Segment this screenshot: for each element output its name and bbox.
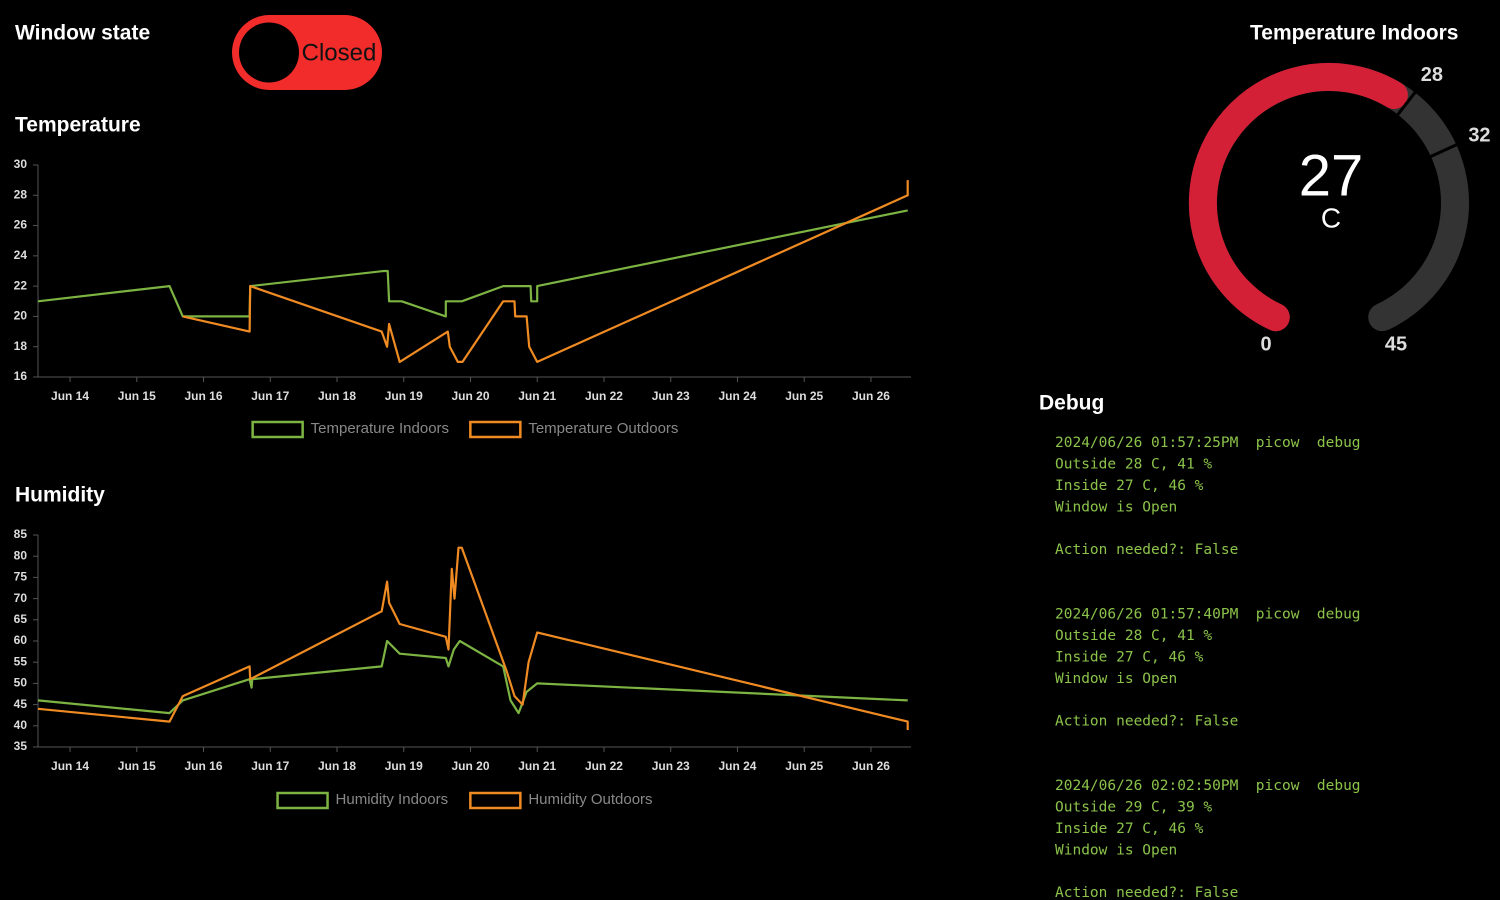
debug-line: Window is Open <box>1055 671 1177 687</box>
y-tick-label: 22 <box>14 278 28 292</box>
series-line <box>37 639 908 715</box>
toggle-knob[interactable] <box>239 22 299 83</box>
x-tick-label: Jun 14 <box>51 389 89 403</box>
x-tick-label: Jun 26 <box>852 389 890 403</box>
x-tick-label: Jun 16 <box>185 389 223 403</box>
legend-swatch <box>469 420 522 439</box>
x-tick-label: Jun 19 <box>385 759 423 773</box>
y-tick-label: 26 <box>14 218 28 232</box>
x-tick-label: Jun 15 <box>118 389 156 403</box>
legend-label: Humidity Indoors <box>336 791 449 808</box>
gauge-segment <box>1395 90 1417 117</box>
y-tick-label: 45 <box>14 697 28 711</box>
x-tick-label: Jun 23 <box>652 389 690 403</box>
gauge-value <box>1188 62 1408 332</box>
y-tick-label: 28 <box>14 187 28 201</box>
y-tick-label: 70 <box>14 591 28 605</box>
window-state-label: Window state <box>15 22 150 45</box>
legend-label: Temperature Indoors <box>311 420 449 437</box>
legend-swatch <box>469 791 522 810</box>
gauge-segment <box>1429 143 1458 159</box>
series-line <box>182 180 909 363</box>
y-tick-label: 55 <box>14 654 28 668</box>
gauge-min-label: 0 <box>1260 333 1271 355</box>
debug-line: Outside 28 C, 41 % <box>1055 457 1212 473</box>
debug-line: Inside 27 C, 46 % <box>1055 650 1204 666</box>
x-tick-label: Jun 18 <box>318 389 356 403</box>
x-tick-label: Jun 20 <box>451 389 489 403</box>
gauge-units: C <box>1321 202 1341 233</box>
y-tick-label: 80 <box>14 548 28 562</box>
legend-swatch <box>276 791 329 810</box>
x-tick-label: Jun 24 <box>718 759 756 773</box>
debug-line: Outside 28 C, 41 % <box>1055 628 1212 644</box>
x-tick-label: Jun 25 <box>785 759 823 773</box>
debug-line: Outside 29 C, 39 % <box>1055 800 1212 816</box>
y-tick-label: 24 <box>14 248 28 262</box>
x-tick-label: Jun 18 <box>318 759 356 773</box>
x-tick-label: Jun 21 <box>518 759 556 773</box>
y-tick-label: 50 <box>14 676 28 690</box>
x-tick-label: Jun 22 <box>585 759 623 773</box>
x-tick-label: Jun 17 <box>251 389 289 403</box>
gauge-segment-label: 28 <box>1421 64 1443 86</box>
debug-header: 2024/06/26 02:02:50PM picow debug <box>1055 778 1361 794</box>
debug-line: Action needed?: False <box>1055 714 1238 730</box>
y-tick-label: 30 <box>14 157 28 171</box>
window-toggle[interactable]: Closed <box>232 15 382 90</box>
x-tick-label: Jun 23 <box>652 759 690 773</box>
toggle-text[interactable]: Closed <box>302 39 377 66</box>
y-tick-label: 35 <box>14 739 28 753</box>
x-tick-label: Jun 14 <box>51 759 89 773</box>
gauge-max-label: 45 <box>1385 333 1407 355</box>
y-tick-label: 75 <box>14 570 28 584</box>
legend-label: Humidity Outdoors <box>528 791 652 808</box>
chart-title: Temperature <box>15 114 141 137</box>
gauge-segment-label: 32 <box>1468 124 1490 146</box>
y-tick-label: 20 <box>14 309 28 323</box>
y-tick-label: 16 <box>14 369 28 383</box>
debug-line: Window is Open <box>1055 843 1177 859</box>
chart-title: Humidity <box>15 484 105 507</box>
x-tick-label: Jun 19 <box>385 389 423 403</box>
x-tick-label: Jun 16 <box>185 759 223 773</box>
x-tick-label: Jun 24 <box>718 389 756 403</box>
debug-line: Inside 27 C, 46 % <box>1055 478 1204 494</box>
legend-label: Temperature Outdoors <box>528 420 678 437</box>
x-tick-label: Jun 17 <box>251 759 289 773</box>
y-tick-label: 65 <box>14 612 28 626</box>
x-tick-label: Jun 25 <box>785 389 823 403</box>
x-tick-label: Jun 22 <box>585 389 623 403</box>
debug-header: 2024/06/26 01:57:25PM picow debug <box>1055 435 1361 451</box>
gauge-title: Temperature Indoors <box>1250 22 1458 45</box>
debug-line: Action needed?: False <box>1055 542 1238 558</box>
debug-line: Action needed?: False <box>1055 885 1238 900</box>
x-tick-label: Jun 21 <box>518 389 556 403</box>
x-tick-label: Jun 15 <box>118 759 156 773</box>
gauge-value-label: 27 <box>1299 143 1364 208</box>
series-line <box>37 546 909 730</box>
debug-line: Window is Open <box>1055 500 1177 516</box>
x-tick-label: Jun 26 <box>852 759 890 773</box>
debug-header: 2024/06/26 01:57:40PM picow debug <box>1055 607 1361 623</box>
y-tick-label: 18 <box>14 339 28 353</box>
x-tick-label: Jun 20 <box>451 759 489 773</box>
y-tick-label: 40 <box>14 718 28 732</box>
debug-line: Inside 27 C, 46 % <box>1055 821 1204 837</box>
debug-title: Debug <box>1039 392 1104 415</box>
series-line <box>37 209 908 318</box>
y-tick-label: 85 <box>14 527 28 541</box>
legend-swatch <box>251 420 304 439</box>
y-tick-label: 60 <box>14 633 28 647</box>
